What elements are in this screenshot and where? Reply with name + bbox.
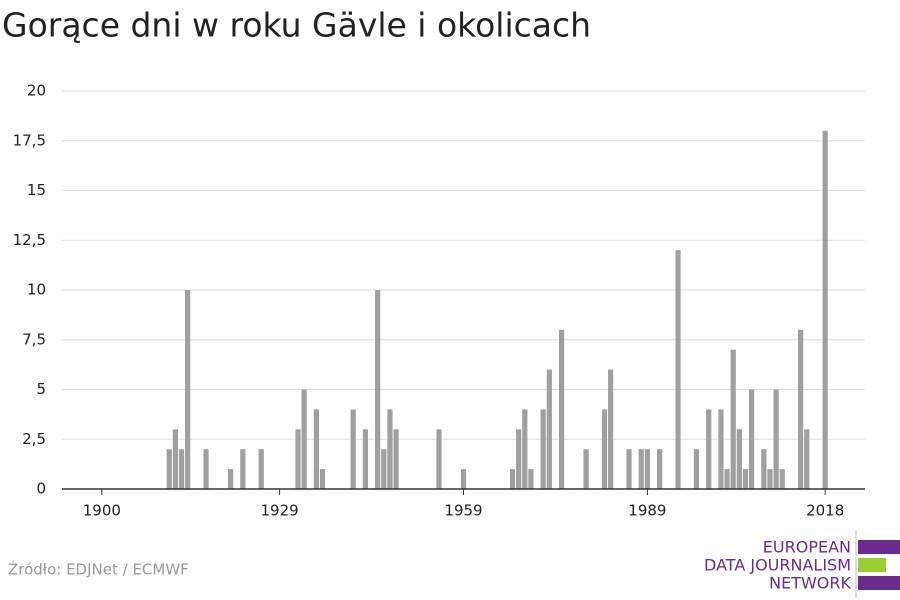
bar <box>362 429 369 489</box>
x-tick-label: 1929 <box>261 502 299 520</box>
bar <box>540 409 546 489</box>
bar <box>460 469 467 489</box>
bar <box>736 429 742 489</box>
bar <box>313 409 319 489</box>
bar <box>583 449 589 489</box>
y-tick-label: 2,5 <box>22 430 46 448</box>
y-tick-label: 15 <box>27 181 46 199</box>
y-tick-label: 12,5 <box>13 231 46 249</box>
bar <box>166 449 172 489</box>
logo-bar <box>858 540 900 554</box>
bar <box>301 389 307 489</box>
logo-bar <box>858 558 886 572</box>
chart-title: Gorące dni w roku Gävle i okolicach <box>2 6 591 45</box>
logo-text: NETWORK <box>769 574 851 593</box>
source: Źródło: EDJNet / ECMWF <box>8 560 189 579</box>
bar <box>203 449 209 489</box>
y-tick-label: 7,5 <box>22 330 46 348</box>
bar <box>724 469 730 489</box>
bar <box>706 409 712 489</box>
bar <box>798 329 804 489</box>
bar <box>730 349 736 489</box>
bar <box>638 449 644 489</box>
bar <box>240 449 246 489</box>
y-tick-label: 10 <box>27 281 46 299</box>
y-tick-label: 5 <box>36 380 46 398</box>
bar <box>718 409 724 489</box>
bar <box>693 449 700 489</box>
logo-text: DATA JOURNALISM <box>704 556 851 575</box>
bar <box>761 449 767 489</box>
bar <box>601 409 608 489</box>
bar <box>657 449 663 489</box>
bar <box>742 469 749 489</box>
bar <box>522 409 528 489</box>
bar <box>258 449 264 489</box>
bar <box>546 369 552 489</box>
x-tick-label: 1900 <box>83 502 121 520</box>
bar <box>644 449 650 489</box>
bar <box>608 369 614 489</box>
bar <box>767 469 773 489</box>
y-tick-label: 17,5 <box>13 131 46 149</box>
bar <box>436 429 442 489</box>
bar <box>509 469 516 489</box>
x-tick-label: 1989 <box>628 502 666 520</box>
bar <box>295 429 301 489</box>
bar <box>393 429 399 489</box>
bar <box>319 469 326 489</box>
bar <box>178 449 185 489</box>
bar <box>675 250 681 489</box>
bar <box>227 469 234 489</box>
logo-text: EUROPEAN <box>763 538 851 557</box>
bar <box>822 130 828 490</box>
bar <box>748 389 755 489</box>
bar <box>528 469 534 489</box>
y-tick-label: 20 <box>27 82 46 100</box>
bar <box>558 329 565 489</box>
x-tick-label: 1959 <box>444 502 482 520</box>
bar <box>626 449 632 489</box>
bar <box>804 429 810 489</box>
bar <box>350 409 356 489</box>
bar <box>387 409 393 489</box>
bar <box>779 469 785 489</box>
bar <box>185 290 191 489</box>
y-tick-label: 0 <box>36 480 46 498</box>
bar <box>773 389 779 489</box>
x-tick-label: 2018 <box>806 502 844 520</box>
logo-bar <box>858 576 900 590</box>
bar <box>516 429 522 489</box>
bar <box>375 290 381 489</box>
bar <box>172 429 179 489</box>
bar <box>381 449 387 489</box>
logo: EUROPEAN DATA JOURNALISM NETWORK <box>704 530 900 598</box>
